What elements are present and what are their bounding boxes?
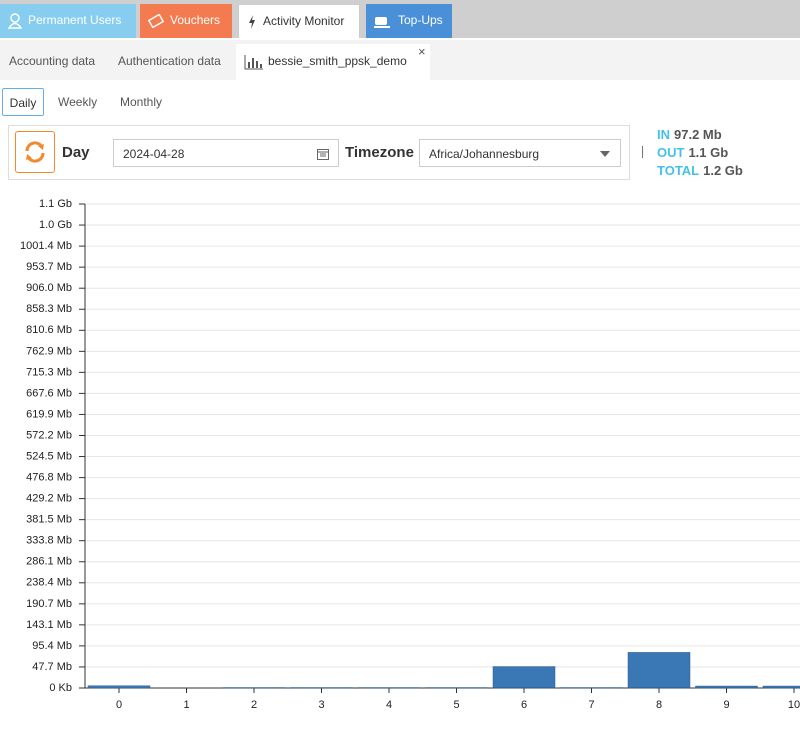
close-icon[interactable]: × xyxy=(418,44,426,59)
subtab-active[interactable]: bessie_smith_ppsk_demo × xyxy=(236,44,430,80)
toolbar xyxy=(8,125,630,180)
day-label: Day xyxy=(62,144,90,161)
bar xyxy=(627,652,691,688)
x-tick-label: 6 xyxy=(521,699,527,711)
y-tick-label: 143.1 Mb xyxy=(26,619,72,631)
y-tick-label: 619.9 Mb xyxy=(26,408,72,420)
timezone-select[interactable]: Africa/Johannesburg xyxy=(419,139,621,167)
period-tab[interactable]: Monthly xyxy=(120,95,163,109)
x-tick-label: 2 xyxy=(251,699,257,711)
stat-value: 1.1 Gb xyxy=(688,145,729,160)
y-tick-label: 572.2 Mb xyxy=(26,429,72,441)
y-tick-label: 381.5 Mb xyxy=(26,514,72,526)
period-tab[interactable]: Daily xyxy=(2,88,44,116)
tab[interactable]: Activity Monitor xyxy=(238,4,360,38)
bar xyxy=(492,666,556,688)
y-tick-label: 190.7 Mb xyxy=(26,598,72,610)
x-tick-label: 0 xyxy=(116,699,122,711)
bar xyxy=(695,685,758,689)
x-tick-label: 9 xyxy=(723,699,729,711)
y-tick-label: 238.4 Mb xyxy=(26,577,72,589)
y-tick-label: 906.0 Mb xyxy=(26,282,72,294)
timezone-value: Africa/Johannesburg xyxy=(429,147,540,161)
y-tick-label: 1.1 Gb xyxy=(39,198,72,210)
stat: TOTAL 1.2 Gb xyxy=(657,163,743,178)
tab-label: Activity Monitor xyxy=(263,14,345,28)
timezone-label: Timezone xyxy=(345,144,414,161)
y-tick-label: 524.5 Mb xyxy=(26,450,72,462)
subtab-label: bessie_smith_ppsk_demo xyxy=(268,54,407,68)
y-tick-label: 333.8 Mb xyxy=(26,535,72,547)
x-tick-label: 5 xyxy=(453,699,459,711)
icon xyxy=(7,13,23,29)
stat-value: 97.2 Mb xyxy=(674,127,722,142)
y-tick-label: 762.9 Mb xyxy=(26,345,72,357)
tab[interactable]: Permanent Users xyxy=(0,4,136,38)
stat-label: TOTAL xyxy=(657,163,700,178)
tab[interactable]: Top-Ups xyxy=(366,4,452,38)
bar xyxy=(762,685,800,689)
subtab[interactable]: Accounting data xyxy=(9,54,96,68)
x-tick-label: 4 xyxy=(386,699,392,711)
y-tick-label: 715.3 Mb xyxy=(26,366,72,378)
y-tick-label: 1.0 Gb xyxy=(39,219,72,231)
date-input[interactable]: 2024-04-28 xyxy=(113,139,339,167)
y-tick-label: 47.7 Mb xyxy=(32,661,72,673)
stat: OUT 1.1 Gb xyxy=(657,145,728,160)
stat-label: OUT xyxy=(657,145,685,160)
x-tick-label: 10 xyxy=(788,699,800,711)
period-tab[interactable]: Weekly xyxy=(58,95,98,109)
stat-value: 1.2 Gb xyxy=(703,163,743,178)
dropdown-icon xyxy=(600,151,610,157)
date-value: 2024-04-28 xyxy=(123,147,185,161)
tab-label: Top-Ups xyxy=(398,13,443,27)
y-tick-label: 0 Kb xyxy=(49,682,72,694)
separator xyxy=(642,146,643,158)
y-tick-label: 667.6 Mb xyxy=(26,387,72,399)
tab-label: Vouchers xyxy=(170,13,221,27)
y-tick-label: 858.3 Mb xyxy=(26,303,72,315)
subtab[interactable]: Authentication data xyxy=(118,54,221,68)
y-tick-label: 810.6 Mb xyxy=(26,324,72,336)
calendar-icon xyxy=(317,149,329,160)
chart: 0 Kb 47.7 Mb 95.4 Mb 143.1 Mb 190.7 Mb 238.4 … xyxy=(20,198,800,711)
tab[interactable]: Vouchers xyxy=(140,4,232,38)
bar xyxy=(87,685,151,689)
y-tick-label: 953.7 Mb xyxy=(26,261,72,273)
icon xyxy=(147,13,165,29)
y-tick-label: 95.4 Mb xyxy=(32,640,72,652)
icon xyxy=(25,141,45,163)
y-tick-label: 1001.4 Mb xyxy=(20,240,72,252)
stat: IN 97.2 Mb xyxy=(657,127,722,142)
tab-label: Permanent Users xyxy=(28,13,122,27)
x-tick-label: 8 xyxy=(656,699,662,711)
icon xyxy=(374,16,390,28)
y-tick-label: 476.8 Mb xyxy=(26,472,72,484)
refresh-button[interactable] xyxy=(15,131,55,173)
x-tick-label: 1 xyxy=(183,699,189,711)
icon xyxy=(249,14,255,29)
icon xyxy=(244,54,263,70)
y-tick-label: 286.1 Mb xyxy=(26,556,72,568)
x-tick-label: 3 xyxy=(318,699,324,711)
y-tick-label: 429.2 Mb xyxy=(26,493,72,505)
stat-label: IN xyxy=(657,127,670,142)
x-tick-label: 7 xyxy=(588,699,594,711)
